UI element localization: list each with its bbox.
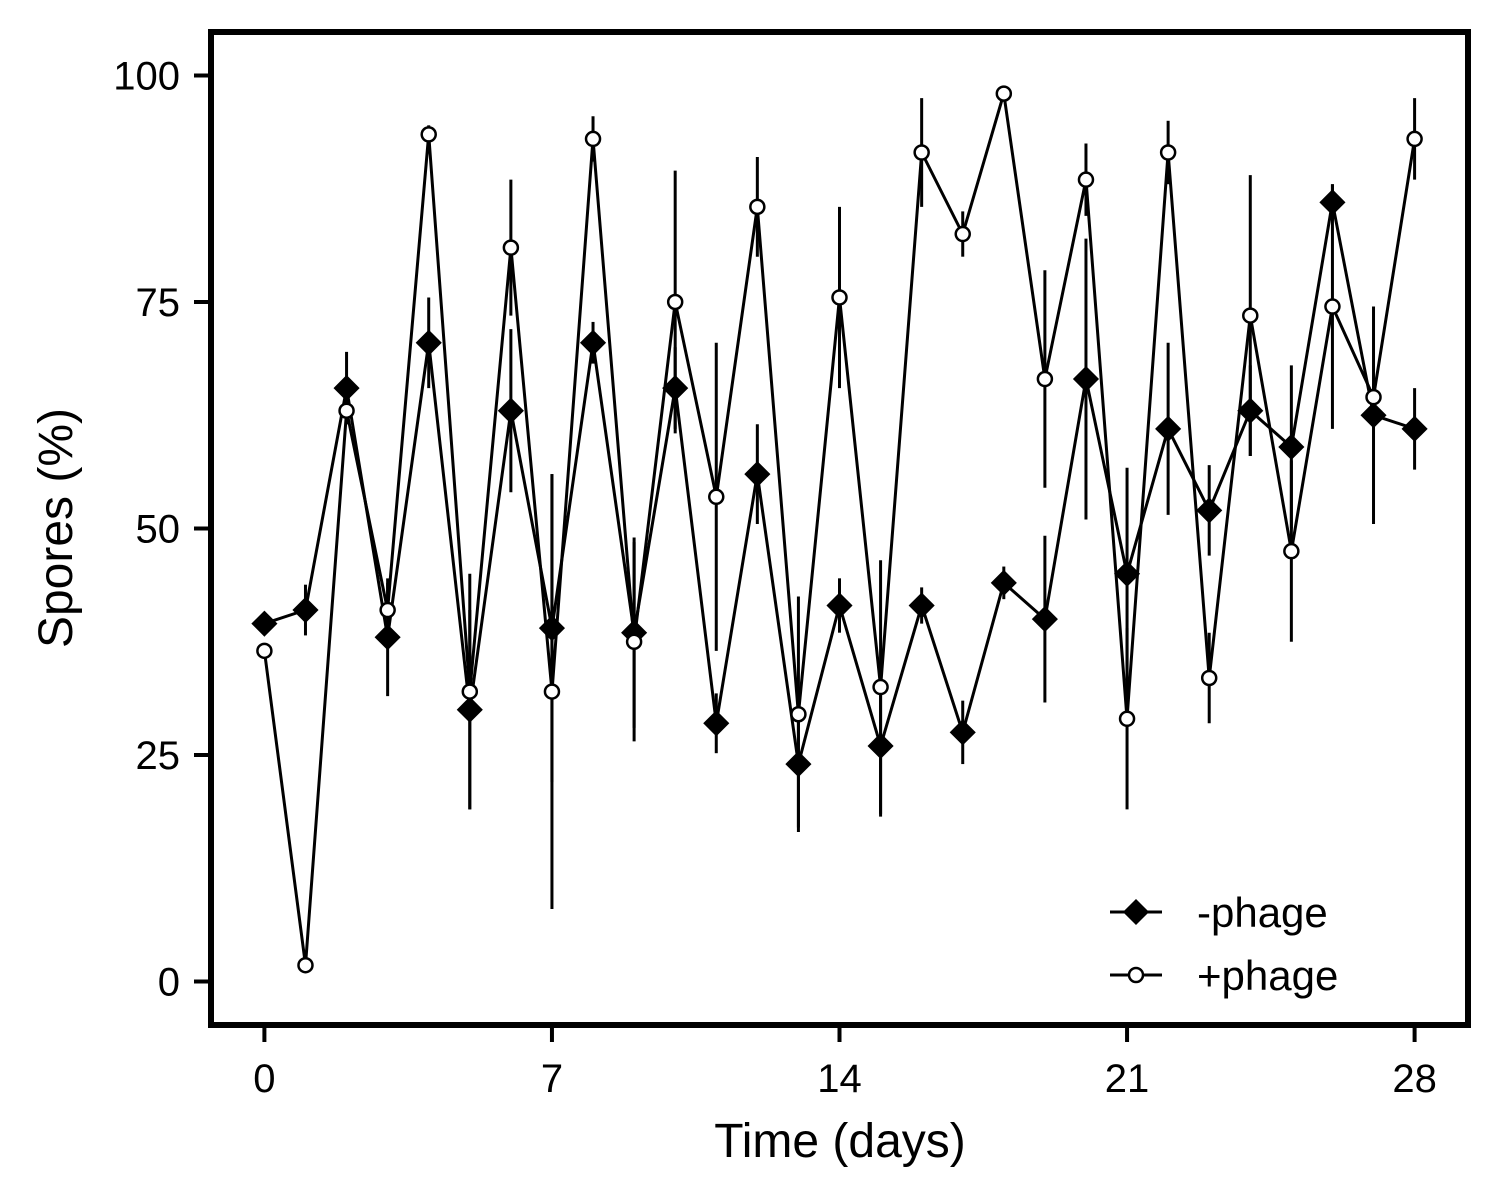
y-tick-label: 25 <box>136 734 181 778</box>
legend: -phage +phage <box>1110 889 1338 999</box>
minus-phage-point <box>990 569 1017 596</box>
minus-phage-point <box>538 615 566 642</box>
plus-phage-point <box>256 642 273 660</box>
minus-phage-point <box>1113 560 1141 587</box>
x-tick-label: 0 <box>253 1057 275 1101</box>
x-axis-ticks: 0 7 14 21 28 <box>253 1028 1437 1101</box>
x-tick-label: 14 <box>817 1057 862 1101</box>
minus-phage-point <box>908 592 935 619</box>
minus-phage-point <box>1319 189 1346 216</box>
plus-phage-point <box>954 225 971 243</box>
minus-phage-point <box>703 710 730 737</box>
legend-label: +phage <box>1197 952 1338 999</box>
minus-phage-point <box>374 624 401 651</box>
plus-phage-point <box>543 683 561 700</box>
y-axis-ticks: 0 25 50 75 100 <box>113 54 208 1005</box>
plus-phage-point <box>995 85 1013 102</box>
plus-phage-point <box>625 633 643 651</box>
minus-phage-point <box>292 596 319 624</box>
plus-phage-point <box>1324 298 1341 315</box>
legend-diamond-marker <box>1122 898 1150 926</box>
minus-phage-point <box>1278 433 1305 461</box>
plus-phage-point <box>708 488 725 506</box>
plus-phage-point <box>1406 130 1423 148</box>
minus-phage-point <box>415 329 442 356</box>
error-bars <box>262 86 1417 970</box>
x-tick-label: 28 <box>1392 1057 1437 1101</box>
minus-phage-point <box>744 461 771 488</box>
minus-phage-point <box>1237 397 1264 424</box>
minus-phage-point <box>456 696 483 723</box>
minus-phage-point <box>867 732 894 760</box>
y-tick-label: 75 <box>136 281 181 325</box>
minus-phage-point <box>826 592 853 619</box>
data-markers <box>251 85 1428 974</box>
x-tick-label: 7 <box>541 1057 563 1101</box>
plus-phage-point <box>584 130 602 148</box>
plus-phage-point <box>1077 171 1095 188</box>
plus-phage-point <box>338 402 355 419</box>
minus-phage-point <box>1196 497 1223 524</box>
y-tick-label: 50 <box>136 508 181 552</box>
plus-phage-point <box>502 239 520 256</box>
minus-phage-point <box>1401 415 1428 442</box>
plus-phage-point <box>420 126 437 143</box>
legend-circle-marker <box>1127 966 1145 984</box>
plus-phage-point <box>379 601 396 619</box>
minus-phage-point <box>1155 415 1182 442</box>
minus-phage-point <box>1031 606 1058 633</box>
minus-phage-point <box>1072 365 1100 393</box>
plus-phage-point <box>790 705 807 723</box>
y-axis-title: Spores (%) <box>30 408 83 648</box>
y-tick-label: 100 <box>113 54 180 98</box>
plot-frame <box>208 29 1471 1028</box>
plus-phage-point <box>297 956 314 974</box>
y-tick-label: 0 <box>158 961 180 1005</box>
plus-phage-point <box>1242 307 1259 324</box>
minus-phage-point <box>662 375 689 402</box>
minus-phage-point <box>785 751 812 778</box>
plus-phage-point <box>1118 710 1136 728</box>
minus-phage-point <box>949 719 976 746</box>
minus-phage-point <box>579 329 607 356</box>
minus-phage-point <box>497 397 524 424</box>
plus-phage-point <box>872 678 889 696</box>
plus-phage-point <box>913 144 930 161</box>
plus-phage-point <box>749 198 766 216</box>
plus-phage-point <box>1283 542 1300 560</box>
legend-label: -phage <box>1197 889 1328 936</box>
x-tick-label: 21 <box>1105 1057 1150 1101</box>
plus-phage-point <box>1200 669 1218 687</box>
plus-phage-point <box>831 289 848 306</box>
minus-phage-point <box>333 375 360 402</box>
x-axis-title: Time (days) <box>714 1115 966 1168</box>
plus-phage-point <box>1365 388 1382 406</box>
minus-phage-point <box>251 610 278 637</box>
plus-phage-point <box>461 683 479 700</box>
plus-phage-point <box>1159 144 1177 161</box>
plus-phage-point <box>666 293 684 311</box>
minus-phage-point <box>1360 402 1387 429</box>
plus-phage-point <box>1036 370 1054 388</box>
